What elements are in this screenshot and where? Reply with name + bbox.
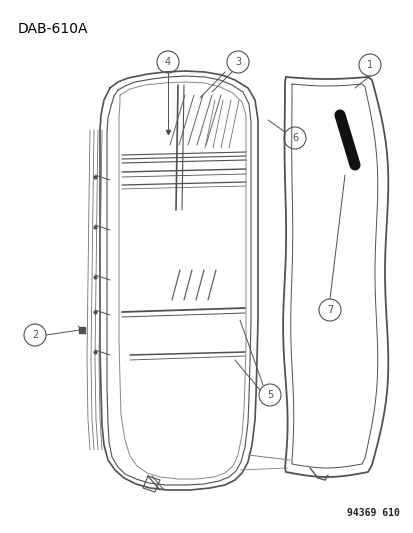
Text: 2: 2 <box>32 330 38 340</box>
Text: 7: 7 <box>326 305 332 315</box>
Text: 1: 1 <box>366 60 372 70</box>
Text: 5: 5 <box>266 390 273 400</box>
Text: DAB-610A: DAB-610A <box>18 22 88 36</box>
Text: 94369 610: 94369 610 <box>346 508 399 518</box>
Text: 6: 6 <box>291 133 297 143</box>
Text: 4: 4 <box>164 57 171 67</box>
Text: 3: 3 <box>234 57 240 67</box>
